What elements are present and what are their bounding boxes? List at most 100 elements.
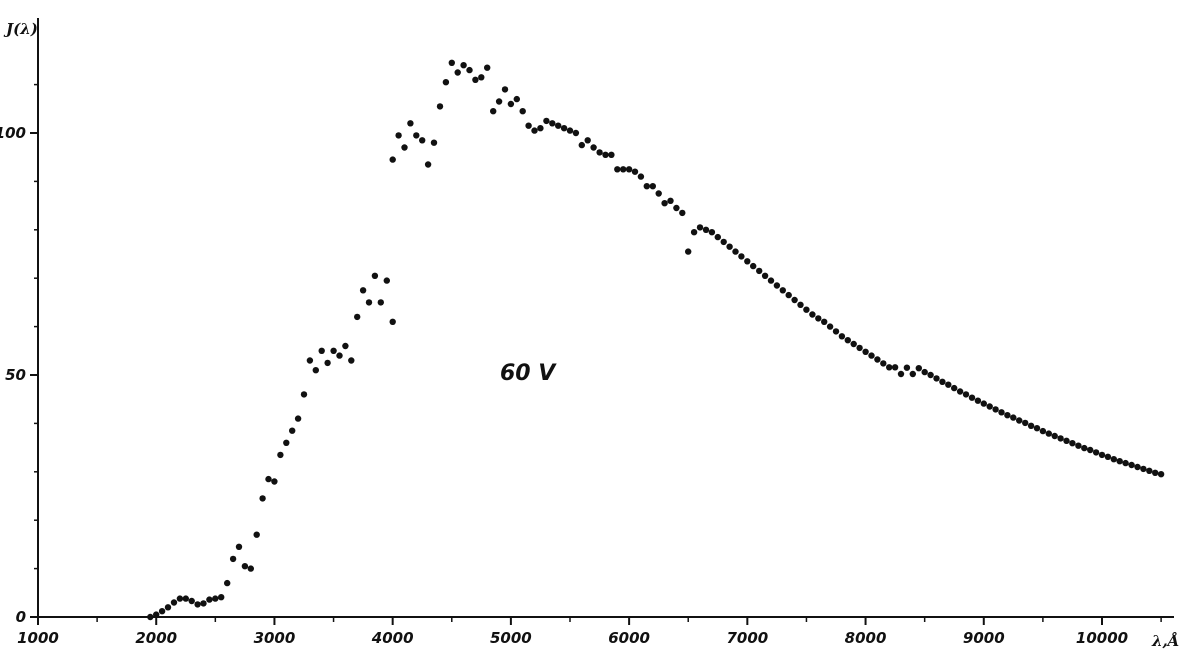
data-point (377, 299, 384, 306)
data-point (212, 595, 219, 602)
data-point (1033, 425, 1041, 432)
data-point (962, 391, 970, 398)
data-point (578, 141, 585, 149)
data-point (590, 144, 597, 151)
data-point (649, 183, 656, 190)
data-point (1039, 427, 1047, 435)
data-point (956, 388, 964, 395)
data-point (495, 98, 503, 105)
data-point (531, 127, 538, 134)
data-point (1140, 465, 1147, 473)
data-point (507, 100, 515, 108)
data-point (513, 95, 520, 103)
x-tick-label: 8000 (845, 629, 887, 647)
data-point (1081, 444, 1088, 452)
data-point (1021, 419, 1029, 427)
data-point (253, 531, 260, 538)
data-point (939, 378, 946, 385)
data-point (330, 347, 337, 354)
data-point (767, 277, 775, 284)
data-point (821, 318, 828, 325)
data-point (371, 272, 379, 279)
data-point (1122, 459, 1129, 467)
axis-ticks: 1000 2000 3000 4000 5000 6000 7000 8000 9000 1000… (0, 83, 1162, 647)
x-tick-label: 4000 (371, 629, 414, 647)
data-point (1063, 437, 1070, 444)
data-point (791, 296, 798, 304)
data-point (277, 451, 284, 459)
data-point (1092, 449, 1100, 456)
data-point (620, 166, 627, 173)
x-tick-label: 7000 (726, 629, 768, 647)
data-point (909, 370, 916, 378)
data-point (655, 190, 662, 197)
x-tick-label: 2000 (135, 629, 177, 647)
data-point (1152, 469, 1159, 476)
data-point (454, 69, 461, 76)
data-point (442, 79, 450, 86)
data-point (472, 76, 479, 84)
data-point (750, 262, 757, 270)
data-point (1051, 432, 1058, 440)
data-point (1057, 435, 1064, 442)
data-point (584, 137, 591, 144)
x-tick-label: 3000 (254, 629, 296, 647)
data-point (1128, 461, 1135, 469)
data-point (815, 315, 822, 322)
data-point (968, 394, 976, 401)
data-point (809, 311, 816, 318)
data-point (1134, 463, 1141, 471)
data-point (224, 579, 231, 587)
data-point (980, 400, 987, 407)
data-point (501, 86, 509, 93)
data-point (200, 600, 207, 607)
data-point (856, 344, 863, 352)
data-point (448, 59, 455, 66)
data-point (797, 301, 804, 308)
data-point (945, 381, 952, 388)
data-point (389, 318, 396, 325)
data-point (164, 604, 172, 611)
data-point (490, 108, 497, 115)
x-tick-label: 5000 (490, 629, 532, 647)
data-point (832, 328, 840, 335)
data-point (265, 475, 272, 483)
data-point (560, 125, 568, 132)
data-point (643, 183, 650, 190)
x-tick-label: 6000 (608, 629, 650, 647)
data-point (176, 595, 184, 602)
data-point (738, 253, 745, 260)
data-point (602, 151, 609, 158)
data-point (1104, 453, 1112, 460)
data-point (927, 371, 934, 379)
data-point (726, 243, 733, 250)
y-tick-label: 100 (0, 124, 26, 142)
data-point (992, 406, 999, 413)
data-point (289, 427, 296, 434)
data-points (147, 59, 1165, 621)
y-tick-label: 50 (5, 366, 26, 384)
data-point (525, 122, 532, 129)
x-axis-label: λ,Å (1151, 632, 1179, 650)
data-point (413, 132, 420, 139)
data-point (974, 397, 982, 404)
data-point (300, 391, 308, 398)
data-point (631, 168, 639, 175)
data-point (886, 364, 893, 371)
data-point (555, 122, 562, 129)
data-point (696, 224, 704, 231)
data-point (348, 357, 355, 364)
data-point (903, 364, 911, 371)
data-point (661, 200, 668, 207)
data-point (1010, 414, 1017, 421)
data-point (436, 103, 444, 110)
data-point (596, 149, 603, 156)
data-point (625, 166, 633, 173)
data-point (844, 337, 851, 344)
data-point (667, 197, 674, 204)
data-point (951, 384, 958, 392)
data-point (566, 127, 574, 134)
data-point (218, 594, 225, 601)
data-point (147, 613, 154, 621)
data-point (773, 282, 781, 289)
